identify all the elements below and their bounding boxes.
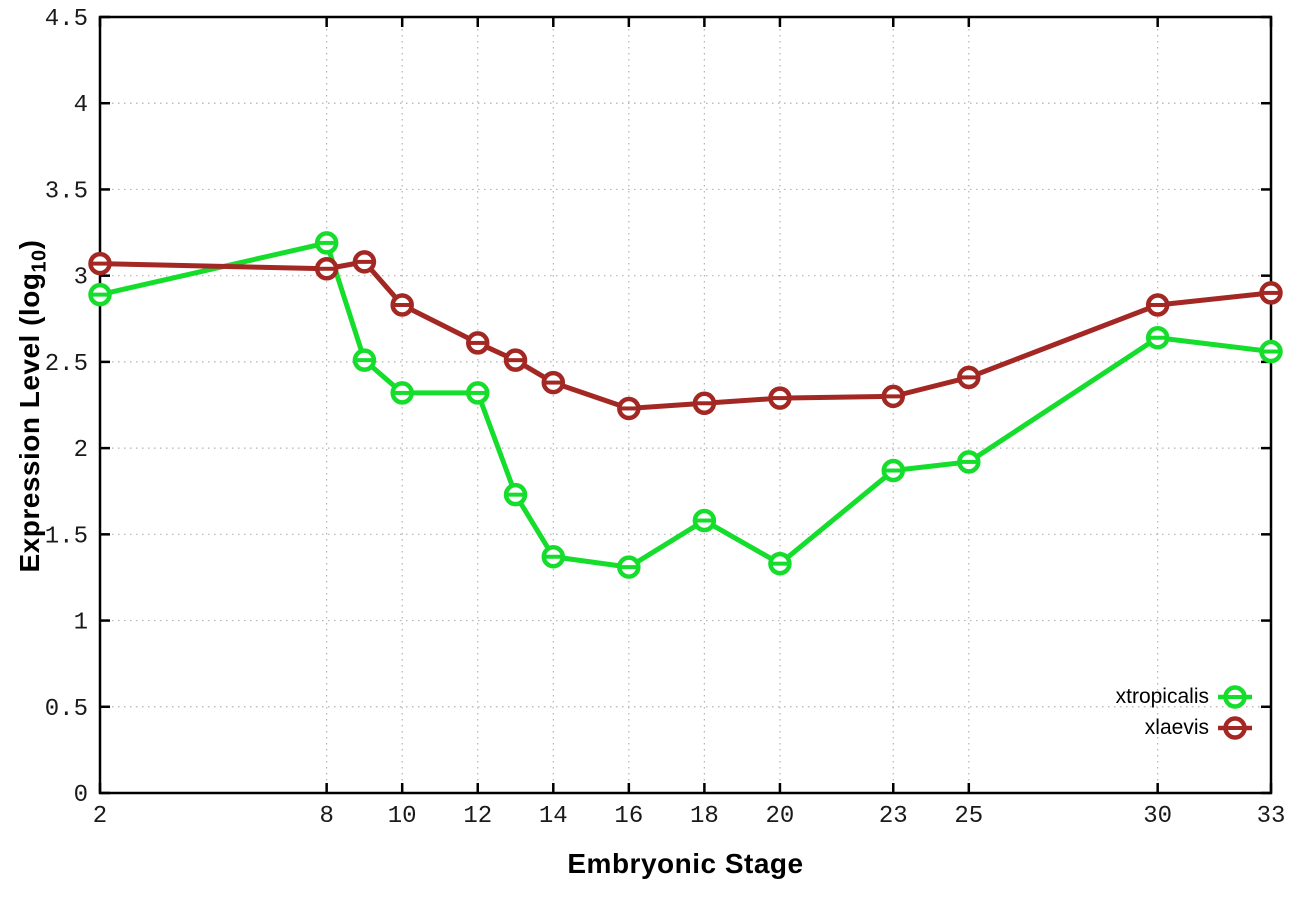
x-tick-label: 33 [1257,803,1286,830]
data-point-xlaevis [1259,281,1283,305]
data-point-xlaevis [541,370,566,395]
data-point-xlaevis [465,331,490,355]
legend-row-xtropicalis: xtropicalis [1116,683,1252,711]
series-line-xlaevis [97,259,1274,411]
legend-marker-xlaevis-icon [1218,716,1252,740]
data-point-xlaevis [692,391,717,416]
data-point-xtropicalis [957,450,981,474]
data-point-xtropicalis [768,551,792,576]
data-point-xlaevis [617,396,641,421]
x-tick-label: 20 [766,803,795,830]
data-point-xtropicalis [1145,325,1170,350]
y-tick-label: 1 [74,610,88,637]
y-tick-label: 2 [74,437,88,464]
y-tick-label: 3 [74,265,88,292]
data-point-xlaevis [503,348,528,372]
x-tick-label: 18 [690,803,719,830]
series-xlaevis [88,250,1283,421]
y-tick-label: 2.5 [45,351,88,378]
y-axis-title-close: ) [14,239,45,250]
data-point-xlaevis [768,386,792,410]
data-point-xtropicalis [1259,339,1283,364]
y-tick-label: 4.5 [45,6,88,33]
data-point-xlaevis [314,257,339,281]
data-point-xtropicalis [881,458,906,483]
data-point-xlaevis [88,251,112,276]
data-point-xtropicalis [314,231,339,255]
data-point-xlaevis [957,365,981,390]
x-tick-label: 14 [539,803,568,830]
data-point-xtropicalis [88,282,112,307]
x-axis-title: Embryonic Stage [567,848,804,879]
y-axis-title-subscript: 10 [28,249,51,273]
x-tick-label: 12 [463,803,492,830]
x-tick-label: 10 [388,803,417,830]
legend-label-xtropicalis: xtropicalis [1115,685,1209,708]
data-point-xlaevis [881,384,906,409]
y-tick-label: 0 [74,782,88,809]
data-point-xtropicalis [352,348,377,372]
x-tick-label: 16 [614,803,643,830]
y-axis-title: Expression Level (log10) [12,156,51,656]
y-tick-label: 4 [74,92,88,119]
data-point-xtropicalis [617,555,641,579]
legend: xtropicalis xlaevis [1116,683,1252,742]
data-point-xtropicalis [692,508,717,533]
x-tick-label: 30 [1143,803,1172,830]
plot-border [98,15,1273,795]
data-point-xtropicalis [390,381,414,405]
data-point-xtropicalis [465,381,490,405]
data-point-xlaevis [390,293,414,317]
x-tick-label: 2 [93,803,107,830]
x-tick-label: 8 [319,803,333,830]
x-tick-label: 23 [879,803,908,830]
data-point-xlaevis [352,250,377,274]
y-tick-label: 0.5 [45,696,88,723]
legend-marker-xtropicalis-icon [1218,685,1252,709]
data-point-xtropicalis [541,545,566,569]
data-point-xlaevis [1145,293,1170,317]
y-tick-label: 3.5 [45,178,88,205]
x-tick-label: 25 [954,803,983,830]
legend-label-xlaevis: xlaevis [1144,716,1209,739]
y-axis-title-text: Expression Level (log [14,272,45,573]
y-tick-label: 1.5 [45,523,88,550]
data-point-xtropicalis [503,482,528,507]
series-xtropicalis [88,231,1283,579]
legend-row-xlaevis: xlaevis [1145,714,1252,742]
